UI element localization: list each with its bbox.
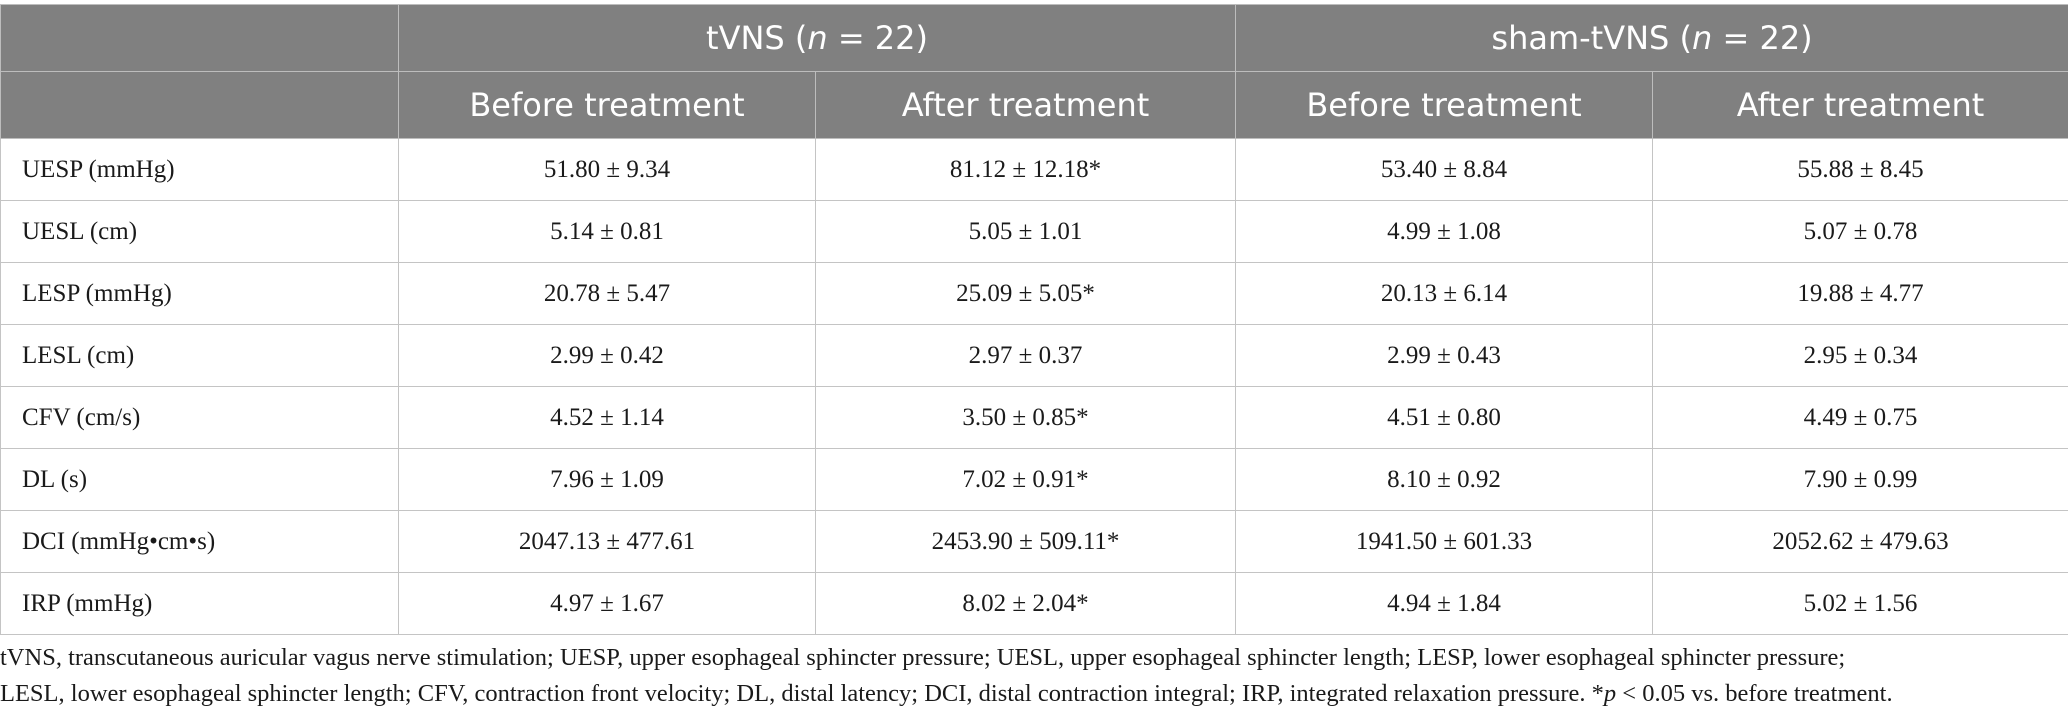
table-cell: 3.50 ± 0.85* bbox=[814, 386, 1237, 449]
table-cell: 1941.50 ± 601.33 bbox=[1235, 510, 1654, 573]
footnote-line-2: LESL, lower esophageal sphincter length;… bbox=[0, 676, 2068, 712]
group-n-value: = 22 bbox=[1722, 19, 1801, 57]
subheader-tvns-after: After treatment bbox=[814, 71, 1237, 139]
table-cell: 8.02 ± 2.04* bbox=[814, 572, 1237, 635]
group-n-label: n bbox=[807, 19, 828, 57]
group-header-sham-tvns: sham-tVNS (n = 22) bbox=[1235, 4, 2068, 72]
table-cell: 4.94 ± 1.84 bbox=[1235, 572, 1654, 635]
table-cell: 7.02 ± 0.91* bbox=[814, 448, 1237, 511]
row-label: LESP (mmHg) bbox=[0, 262, 399, 325]
group-header-row: tVNS (n = 22) sham-tVNS (n = 22) bbox=[0, 4, 2068, 72]
table-cell: 7.96 ± 1.09 bbox=[398, 448, 816, 511]
footnote-text: < 0.05 vs. before treatment. bbox=[1616, 680, 1893, 707]
subheader-row: Before treatment After treatment Before … bbox=[0, 71, 2068, 139]
header-corner-cell bbox=[0, 71, 399, 139]
row-label: LESL (cm) bbox=[0, 324, 399, 387]
table-cell: 5.05 ± 1.01 bbox=[814, 200, 1237, 263]
row-label: CFV (cm/s) bbox=[0, 386, 399, 449]
table-cell: 55.88 ± 8.45 bbox=[1652, 138, 2068, 201]
table-row: LESL (cm) 2.99 ± 0.42 2.97 ± 0.37 2.99 ±… bbox=[0, 324, 2068, 387]
row-label: DL (s) bbox=[0, 448, 399, 511]
table-cell: 81.12 ± 12.18* bbox=[814, 138, 1237, 201]
table-row: DL (s) 7.96 ± 1.09 7.02 ± 0.91* 8.10 ± 0… bbox=[0, 448, 2068, 511]
table-cell: 53.40 ± 8.84 bbox=[1235, 138, 1654, 201]
table-cell: 5.02 ± 1.56 bbox=[1652, 572, 2068, 635]
row-label: IRP (mmHg) bbox=[0, 572, 399, 635]
table-cell: 2453.90 ± 509.11* bbox=[814, 510, 1237, 573]
table-cell: 20.78 ± 5.47 bbox=[398, 262, 816, 325]
group-n-label: n bbox=[1692, 19, 1713, 57]
table-cell: 2.99 ± 0.43 bbox=[1235, 324, 1654, 387]
table-cell: 4.49 ± 0.75 bbox=[1652, 386, 2068, 449]
group-n-value: = 22 bbox=[837, 19, 916, 57]
group-header-tvns: tVNS (n = 22) bbox=[397, 4, 1237, 72]
table-cell: 4.97 ± 1.67 bbox=[398, 572, 816, 635]
table-cell: 2.99 ± 0.42 bbox=[398, 324, 816, 387]
row-label: DCI (mmHg•cm•s) bbox=[0, 510, 399, 573]
table-cell: 2.97 ± 0.37 bbox=[814, 324, 1237, 387]
table-cell: 4.99 ± 1.08 bbox=[1235, 200, 1654, 263]
footnote-text: LESL, lower esophageal sphincter length;… bbox=[0, 680, 1604, 707]
table-cell: 5.14 ± 0.81 bbox=[398, 200, 816, 263]
table-header: tVNS (n = 22) sham-tVNS (n = 22) Before … bbox=[0, 4, 2068, 139]
table-row: UESP (mmHg) 51.80 ± 9.34 81.12 ± 12.18* … bbox=[0, 138, 2068, 201]
table-cell: 20.13 ± 6.14 bbox=[1235, 262, 1654, 325]
table-row: DCI (mmHg•cm•s) 2047.13 ± 477.61 2453.90… bbox=[0, 510, 2068, 573]
table-cell: 51.80 ± 9.34 bbox=[398, 138, 816, 201]
subheader-sham-before: Before treatment bbox=[1235, 71, 1654, 139]
group-name: tVNS bbox=[706, 19, 785, 57]
table-cell: 5.07 ± 0.78 bbox=[1652, 200, 2068, 263]
table-cell: 19.88 ± 4.77 bbox=[1652, 262, 2068, 325]
table-cell: 4.52 ± 1.14 bbox=[398, 386, 816, 449]
table-footnote: tVNS, transcutaneous auricular vagus ner… bbox=[0, 640, 2068, 712]
table-row: LESP (mmHg) 20.78 ± 5.47 25.09 ± 5.05* 2… bbox=[0, 262, 2068, 325]
table-row: UESL (cm) 5.14 ± 0.81 5.05 ± 1.01 4.99 ±… bbox=[0, 200, 2068, 263]
header-corner-cell bbox=[0, 4, 399, 72]
table-cell: 4.51 ± 0.80 bbox=[1235, 386, 1654, 449]
row-label: UESP (mmHg) bbox=[0, 138, 399, 201]
table-cell: 2047.13 ± 477.61 bbox=[398, 510, 816, 573]
group-name: sham-tVNS bbox=[1491, 19, 1670, 57]
table-cell: 25.09 ± 5.05* bbox=[814, 262, 1237, 325]
table-body: UESP (mmHg) 51.80 ± 9.34 81.12 ± 12.18* … bbox=[0, 138, 2068, 635]
table-cell: 8.10 ± 0.92 bbox=[1235, 448, 1654, 511]
results-table: tVNS (n = 22) sham-tVNS (n = 22) Before … bbox=[0, 4, 2068, 635]
subheader-sham-after: After treatment bbox=[1652, 71, 2068, 139]
subheader-tvns-before: Before treatment bbox=[398, 71, 816, 139]
footnote-p-symbol: p bbox=[1603, 680, 1617, 707]
table-cell: 2052.62 ± 479.63 bbox=[1652, 510, 2068, 573]
table-cell: 2.95 ± 0.34 bbox=[1652, 324, 2068, 387]
table-row: CFV (cm/s) 4.52 ± 1.14 3.50 ± 0.85* 4.51… bbox=[0, 386, 2068, 449]
table-cell: 7.90 ± 0.99 bbox=[1652, 448, 2068, 511]
footnote-line-1: tVNS, transcutaneous auricular vagus ner… bbox=[0, 644, 1846, 671]
row-label: UESL (cm) bbox=[0, 200, 399, 263]
table-row: IRP (mmHg) 4.97 ± 1.67 8.02 ± 2.04* 4.94… bbox=[0, 572, 2068, 635]
